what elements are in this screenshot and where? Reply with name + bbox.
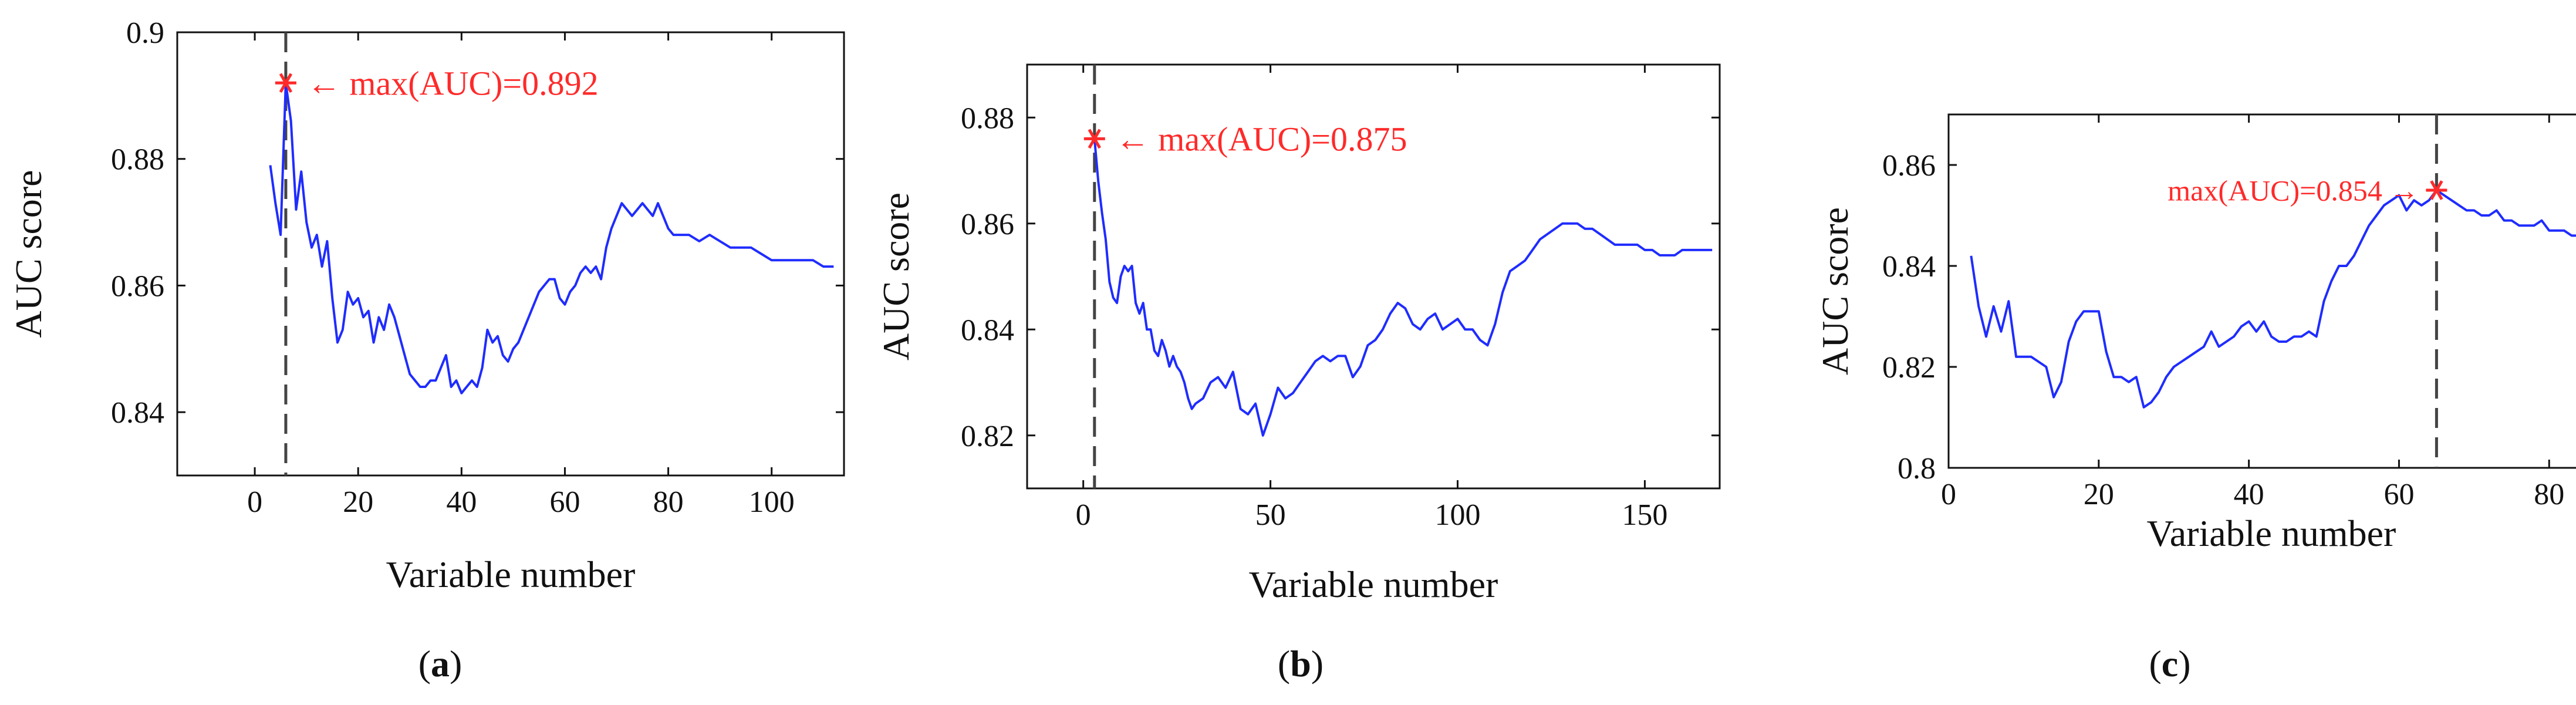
series-line	[1970, 189, 2576, 409]
panel-label-c: (c)	[2149, 643, 2190, 684]
y-tick-label: 0.9	[126, 16, 164, 50]
max-marker	[1083, 129, 1105, 149]
y-axis-label: AUC score	[1814, 207, 1856, 375]
y-tick-label: 0.84	[961, 313, 1014, 347]
x-axis-label: Variable number	[2147, 512, 2396, 554]
y-axis-label: AUC score	[8, 170, 49, 338]
max-annotation: ← max(AUC)=0.892	[307, 65, 599, 103]
chart-panel-b: 0 50 100 150 0.82 0.84 0.86 0.88 Variable number…	[875, 63, 1721, 605]
x-tick-label: 0	[1076, 498, 1091, 532]
panel-label-a: (a)	[418, 643, 462, 684]
y-tick-label: 0.84	[111, 396, 164, 430]
x-tick-label: 0	[247, 485, 262, 519]
x-tick-label: 60	[2383, 478, 2414, 511]
y-tick-label: 0.82	[961, 420, 1014, 453]
axes-frame	[176, 31, 845, 477]
panel-label-b: (b)	[1278, 643, 1324, 684]
max-marker-stroke	[1088, 129, 1101, 149]
x-tick-label: 80	[653, 485, 684, 519]
max-marker	[2426, 180, 2447, 200]
x-tick-label: 100	[749, 485, 795, 519]
x-tick-label: 40	[2234, 478, 2264, 511]
x-tick-label: 150	[1622, 498, 1667, 532]
max-annotation: max(AUC)=0.854 →	[2168, 174, 2419, 207]
max-marker	[275, 73, 296, 93]
y-tick-label: 0.82	[1882, 351, 1936, 384]
x-tick-label: 0	[1941, 478, 1956, 511]
axes-frame	[1947, 113, 2576, 469]
axes-frame	[1026, 63, 1721, 490]
series-line	[269, 82, 834, 394]
chart-panel-c: 0 20 40 60 80 0.8 0.82 0.84 0.86 Variable number A…	[1814, 113, 2576, 554]
y-tick-label: 0.86	[1882, 149, 1936, 183]
x-tick-label: 60	[549, 485, 580, 519]
x-tick-label: 20	[2084, 478, 2114, 511]
max-marker-stroke	[2430, 180, 2443, 200]
max-marker-stroke	[279, 73, 293, 93]
chart-panel-a: 0 20 40 60 80 100 0.84 0.86 0.88 0.9 Variable numb…	[8, 16, 845, 595]
y-axis-label: AUC score	[875, 193, 917, 360]
y-tick-label: 0.84	[1882, 250, 1936, 284]
x-tick-label: 40	[446, 485, 477, 519]
y-tick-label: 0.88	[111, 143, 164, 177]
y-tick-label: 0.8	[1898, 452, 1936, 485]
y-tick-label: 0.88	[961, 102, 1014, 135]
x-tick-label: 80	[2534, 478, 2564, 511]
x-tick-label: 20	[343, 485, 373, 519]
y-tick-label: 0.86	[961, 208, 1014, 241]
x-tick-label: 50	[1255, 498, 1286, 532]
y-tick-label: 0.86	[111, 269, 164, 303]
x-axis-label: Variable number	[1249, 564, 1498, 605]
max-annotation: ← max(AUC)=0.875	[1116, 120, 1407, 158]
series-line	[1093, 139, 1713, 437]
x-axis-label: Variable number	[386, 554, 636, 595]
x-tick-label: 100	[1435, 498, 1481, 532]
